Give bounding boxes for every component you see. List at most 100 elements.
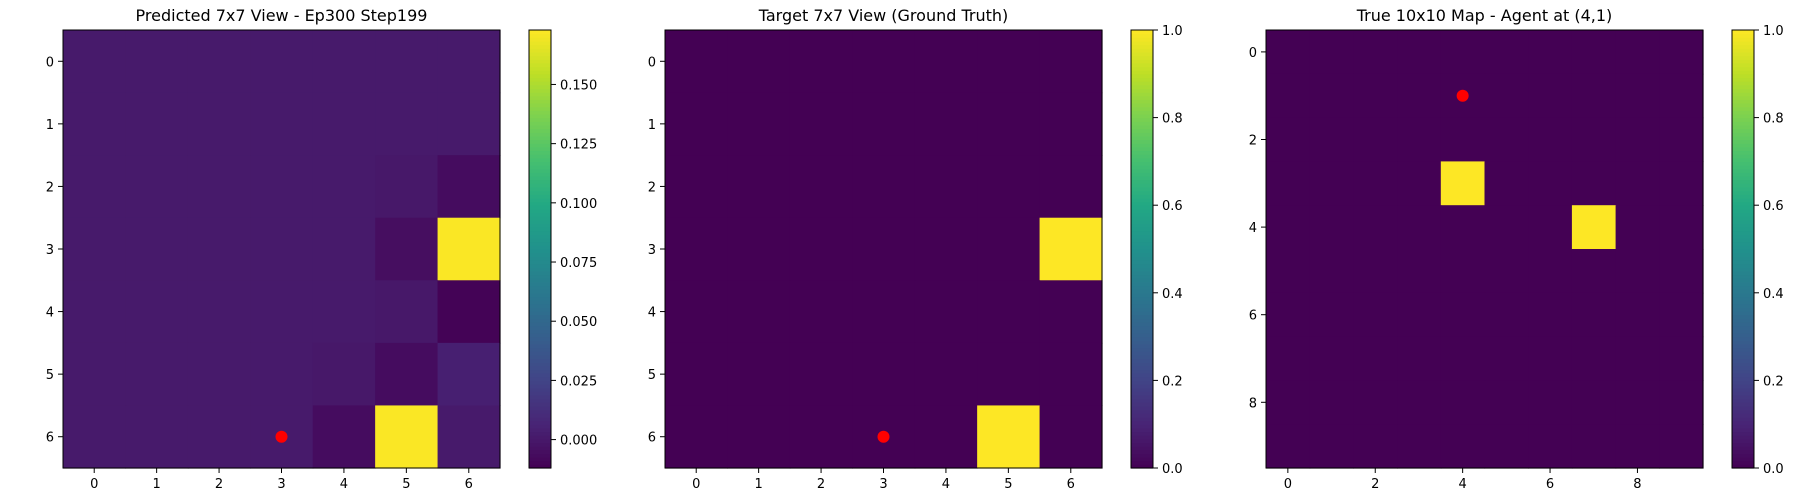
colorbar-segment — [1732, 30, 1754, 35]
colorbar-segment — [1732, 336, 1754, 341]
colorbar-segment — [1131, 223, 1153, 228]
colorbar-segment — [529, 117, 551, 122]
colorbar-segment — [529, 230, 551, 235]
colorbar-segment — [1732, 438, 1754, 444]
colorbar-segment — [1732, 135, 1754, 141]
colorbar-segment — [1131, 343, 1153, 349]
colorbar-segment — [529, 311, 551, 316]
colorbar-segment — [1732, 384, 1754, 389]
heatmap-cell — [1659, 249, 1704, 294]
colorbar-segment — [1732, 292, 1754, 298]
colorbar-segment — [529, 121, 551, 126]
colorbar-segment — [529, 128, 551, 133]
colorbar-tick-label: 0.8 — [1763, 112, 1784, 127]
colorbar-segment — [529, 351, 551, 356]
colorbar-segment — [1131, 340, 1153, 345]
colorbar-segment — [529, 161, 551, 166]
heatmap-cell — [789, 30, 853, 94]
colorbar-segment — [1732, 40, 1754, 46]
colorbar-segment — [1732, 380, 1754, 385]
x-tick-label: 1 — [755, 477, 763, 492]
colorbar-tick-label: 0.0 — [1763, 462, 1784, 477]
colorbar-segment — [1131, 92, 1153, 97]
heatmap-cell — [187, 405, 251, 469]
colorbar-segment — [529, 409, 551, 414]
colorbar-segment — [529, 460, 551, 465]
heatmap-cell — [789, 217, 853, 281]
heatmap-cell — [914, 155, 978, 219]
heatmap-cell — [1615, 424, 1660, 469]
colorbar-segment — [1131, 212, 1153, 217]
colorbar-segment — [529, 431, 551, 436]
colorbar-segment — [529, 464, 551, 469]
colorbar-segment — [1732, 245, 1754, 250]
colorbar-segment — [529, 340, 551, 345]
heatmap-cell — [1309, 117, 1354, 162]
colorbar-segment — [1732, 435, 1754, 440]
colorbar-segment — [1732, 172, 1754, 177]
colorbar-segment — [1732, 347, 1754, 352]
heatmap-cell — [1659, 380, 1704, 425]
colorbar-segment — [529, 303, 551, 308]
colorbar-segment — [1131, 307, 1153, 312]
colorbar-segment — [1131, 373, 1153, 378]
colorbar-segment — [529, 241, 551, 246]
colorbar-segment — [1131, 51, 1153, 57]
colorbar-segment — [1732, 77, 1754, 82]
colorbar-segment — [1131, 139, 1153, 144]
colorbar-segment — [529, 413, 551, 418]
colorbar-segment — [1732, 424, 1754, 429]
heatmap-cell — [1528, 336, 1573, 381]
heatmap-cell — [1571, 249, 1617, 294]
colorbar-segment — [1732, 84, 1754, 89]
colorbar-segment — [529, 172, 551, 177]
x-tick-label: 2 — [1371, 477, 1379, 492]
colorbar-segment — [529, 124, 551, 130]
y-tick-label: 5 — [648, 368, 656, 383]
colorbar-segment — [1131, 132, 1153, 137]
x-tick-label: 4 — [942, 477, 950, 492]
colorbar-segment — [1732, 183, 1754, 188]
heatmap-cell — [789, 342, 853, 407]
heatmap-cell — [1484, 161, 1529, 206]
colorbar-segment — [529, 446, 551, 451]
colorbar-segment — [1131, 285, 1153, 290]
colorbar-segment — [1732, 278, 1754, 283]
heatmap-cell — [1353, 205, 1398, 250]
heatmap-cell — [1309, 292, 1354, 338]
heatmap-cell — [1309, 249, 1354, 294]
colorbar-segment — [529, 143, 551, 148]
heatmap-cell — [727, 92, 791, 156]
x-tick-label: 5 — [402, 477, 410, 492]
colorbar-segment — [1131, 81, 1153, 86]
agent-marker — [877, 430, 890, 443]
heatmap-cell — [1659, 117, 1704, 162]
colorbar-segment — [1131, 270, 1153, 276]
heatmap-cell — [1266, 336, 1311, 381]
heatmap-cell — [312, 342, 376, 407]
colorbar-segment — [529, 336, 551, 341]
colorbar-segment — [1732, 139, 1754, 144]
colorbar-segment — [1732, 376, 1754, 381]
heatmap-cell — [852, 155, 916, 219]
colorbar-segment — [1131, 369, 1153, 374]
heatmap-cell — [1528, 73, 1573, 119]
heatmap-cell — [1659, 161, 1704, 206]
heatmap-cell — [187, 155, 251, 219]
colorbar-segment — [1732, 413, 1754, 418]
y-tick-label: 4 — [1249, 221, 1257, 236]
target-view-panel: Target 7x7 View (Ground Truth) 0 1 2 3 4 5 6 0 1… — [648, 6, 1183, 492]
y-tick-label: 6 — [648, 431, 656, 446]
colorbar-segment — [1131, 113, 1153, 119]
heatmap-cell — [914, 405, 978, 469]
colorbar-segment — [1131, 402, 1153, 407]
colorbar-segment — [1131, 376, 1153, 381]
colorbar-segment — [529, 427, 551, 433]
colorbar-segment — [1732, 449, 1754, 454]
colorbar-segment — [529, 453, 551, 458]
colorbar-segment — [529, 285, 551, 290]
heatmap-cell — [63, 92, 127, 156]
colorbar-segment — [1131, 384, 1153, 389]
colorbar-segment — [529, 278, 551, 283]
